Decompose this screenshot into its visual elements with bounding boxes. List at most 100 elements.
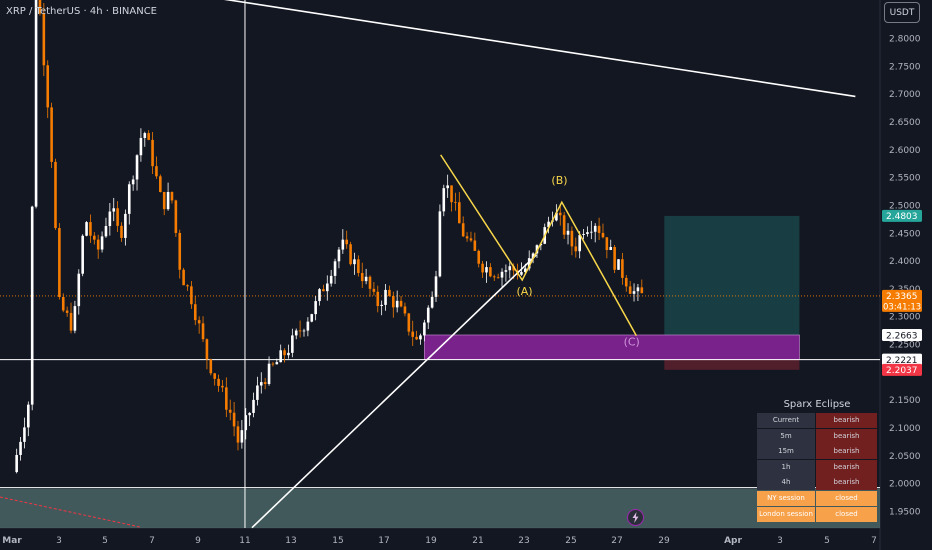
candle-body: [395, 300, 399, 308]
row-label: 1h: [757, 459, 815, 475]
price-tick-label: 2.6000: [889, 146, 921, 156]
candle-body: [450, 185, 453, 203]
last-price-label-countdown: 03:41:13: [883, 302, 921, 312]
candle-body: [458, 202, 461, 224]
candle-body: [360, 272, 364, 282]
row-value: closed: [816, 506, 877, 522]
candle-body: [407, 313, 411, 332]
price-scale[interactable]: [880, 0, 932, 550]
table-row: London session closed: [757, 506, 877, 522]
candle-body: [15, 454, 18, 473]
candle-body: [368, 276, 372, 289]
candle-body: [380, 304, 383, 306]
candle-body: [174, 200, 178, 233]
table-row: 15m bearish: [757, 444, 877, 460]
time-tick-label: 5: [102, 536, 108, 546]
price-tick-label: 2.5500: [889, 174, 921, 184]
candle-body: [42, 13, 46, 66]
candle-body: [372, 288, 376, 292]
lightning-icon[interactable]: [627, 509, 644, 526]
candle-body: [197, 320, 201, 324]
candle-body: [155, 166, 158, 177]
candle-body: [34, 0, 38, 207]
candle-body: [430, 296, 434, 308]
candle-body: [96, 239, 100, 250]
candle-body: [69, 312, 73, 331]
candle-body: [228, 409, 232, 413]
candle-body: [259, 382, 263, 386]
candle-body: [162, 192, 166, 210]
table-row: 1h bearish: [757, 459, 877, 475]
candle-body: [147, 133, 150, 140]
candle-body: [271, 363, 275, 365]
candle-body: [492, 276, 496, 278]
candle-body: [481, 263, 484, 273]
candle-body: [617, 259, 620, 270]
candle-body: [621, 259, 624, 278]
time-tick-label: 23: [518, 536, 529, 546]
candle-body: [461, 223, 465, 237]
candle-body: [85, 222, 88, 236]
candle-body: [438, 211, 442, 277]
candle-body: [23, 427, 26, 442]
candle-body: [465, 236, 469, 239]
last-price-label: 2.3365: [886, 292, 918, 302]
candle-body: [512, 266, 515, 271]
candle-body: [399, 300, 403, 307]
candle-body: [609, 247, 613, 251]
candle-body: [116, 208, 119, 226]
candle-body: [104, 226, 108, 237]
time-tick-label: 21: [472, 536, 483, 546]
candle-body: [613, 247, 616, 270]
candle-body: [77, 273, 81, 307]
candle-body: [590, 231, 593, 233]
time-tick-label: 25: [565, 536, 576, 546]
candle-body: [391, 295, 395, 308]
candle-body: [205, 339, 209, 360]
candle-body: [333, 261, 337, 276]
candle-body: [322, 289, 325, 292]
candle-body: [578, 234, 581, 252]
price-tick-label: 2.6500: [889, 118, 921, 128]
row-value: closed: [816, 490, 877, 506]
candle-body: [217, 378, 220, 386]
candle-body: [151, 139, 154, 167]
candle-body: [376, 291, 380, 306]
last-price-label-bg: [882, 289, 922, 312]
candle-body: [357, 259, 360, 273]
candle-body: [213, 373, 216, 379]
candle-body: [221, 385, 224, 388]
time-tick-label: 15: [332, 536, 343, 546]
candle-body: [520, 272, 523, 275]
candle-body: [93, 235, 96, 240]
candle-body: [469, 238, 473, 241]
price-tick-label: 1.9500: [889, 508, 921, 518]
row-value: bearish: [816, 475, 877, 491]
candle-body: [477, 250, 481, 264]
candle-body: [485, 267, 488, 273]
candle-body: [527, 258, 531, 269]
candle-body: [489, 267, 492, 277]
row-label: NY session: [757, 490, 815, 506]
candle-body: [345, 239, 349, 245]
candle-body: [384, 289, 387, 305]
candle-body: [190, 286, 193, 305]
candle-body: [240, 430, 244, 443]
candle-body: [636, 287, 640, 292]
candle-body: [403, 306, 407, 314]
candle-body: [364, 276, 368, 282]
candle-body: [166, 192, 170, 210]
candle-body: [127, 184, 131, 214]
candle-body: [329, 275, 333, 284]
candle-body: [50, 107, 53, 162]
stop-zone: [664, 359, 800, 370]
candle-body: [415, 336, 418, 340]
time-tick-label: 3: [56, 536, 62, 546]
price-tick-label: 2.7500: [889, 62, 921, 72]
price-tick-label: 2.3000: [889, 313, 921, 323]
currency-button[interactable]: USDT: [884, 2, 920, 23]
candle-body: [81, 235, 84, 274]
candle-body: [143, 133, 147, 138]
